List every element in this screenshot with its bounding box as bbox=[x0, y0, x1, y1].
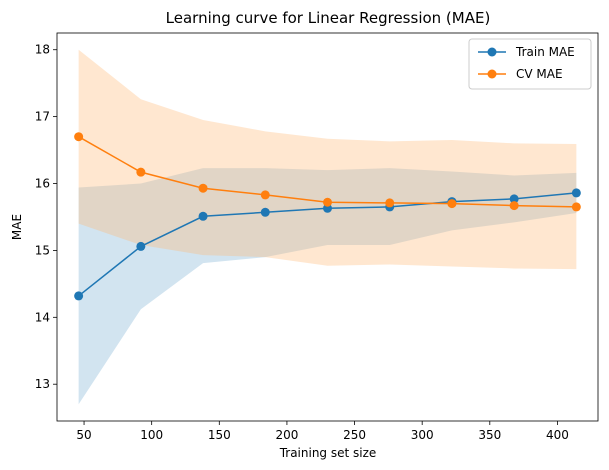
cv-mae-point bbox=[74, 132, 84, 142]
x-tick-label: 300 bbox=[411, 428, 434, 442]
train-mae-point bbox=[571, 188, 581, 198]
cv-mae-point bbox=[385, 198, 395, 208]
train-mae-point bbox=[198, 211, 208, 221]
train-mae-band bbox=[78, 168, 577, 405]
plot-frame bbox=[56, 32, 599, 422]
cv-mae-point bbox=[260, 190, 270, 200]
train-mae-point bbox=[74, 291, 84, 301]
legend: Train MAE CV MAE bbox=[468, 38, 592, 90]
x-axis-label: Training set size bbox=[279, 446, 377, 460]
y-axis-label: MAE bbox=[10, 214, 24, 240]
legend-marker bbox=[487, 69, 497, 79]
y-tick-label: 15 bbox=[35, 243, 50, 257]
y-tick-label: 13 bbox=[35, 377, 50, 391]
train-mae-point bbox=[509, 194, 519, 204]
legend-label: CV MAE bbox=[516, 67, 563, 81]
cv-mae-point bbox=[571, 202, 581, 212]
x-tick-label: 200 bbox=[275, 428, 298, 442]
y-tick-label: 18 bbox=[35, 43, 50, 57]
chart-title: Learning curve for Linear Regression (MA… bbox=[166, 9, 491, 27]
cv-mae-point bbox=[323, 197, 332, 207]
legend-marker bbox=[487, 47, 497, 57]
cv-mae-point bbox=[198, 183, 208, 193]
x-tick-label: 100 bbox=[140, 428, 163, 442]
x-tick-label: 350 bbox=[478, 428, 501, 442]
x-tick-label: 250 bbox=[343, 428, 366, 442]
y-tick-label: 17 bbox=[35, 110, 50, 124]
x-tick-label: 50 bbox=[76, 428, 91, 442]
x-tick-label: 150 bbox=[208, 428, 231, 442]
y-tick-label: 16 bbox=[35, 177, 50, 191]
legend-label: Train MAE bbox=[515, 45, 575, 59]
series-points bbox=[74, 132, 581, 301]
train-mae-point bbox=[136, 241, 146, 251]
cv-mae-point bbox=[509, 201, 519, 211]
y-tick-label: 14 bbox=[35, 310, 50, 324]
y-axis-ticks: 13 14 15 16 17 18 bbox=[35, 43, 57, 391]
x-axis-ticks: 50 100 150 200 250 300 350 400 bbox=[76, 421, 569, 442]
x-tick-label: 400 bbox=[546, 428, 569, 442]
cv-mae-point bbox=[447, 199, 457, 209]
train-mae-point bbox=[260, 207, 270, 217]
confidence-bands bbox=[78, 49, 577, 405]
cv-mae-point bbox=[136, 167, 146, 177]
